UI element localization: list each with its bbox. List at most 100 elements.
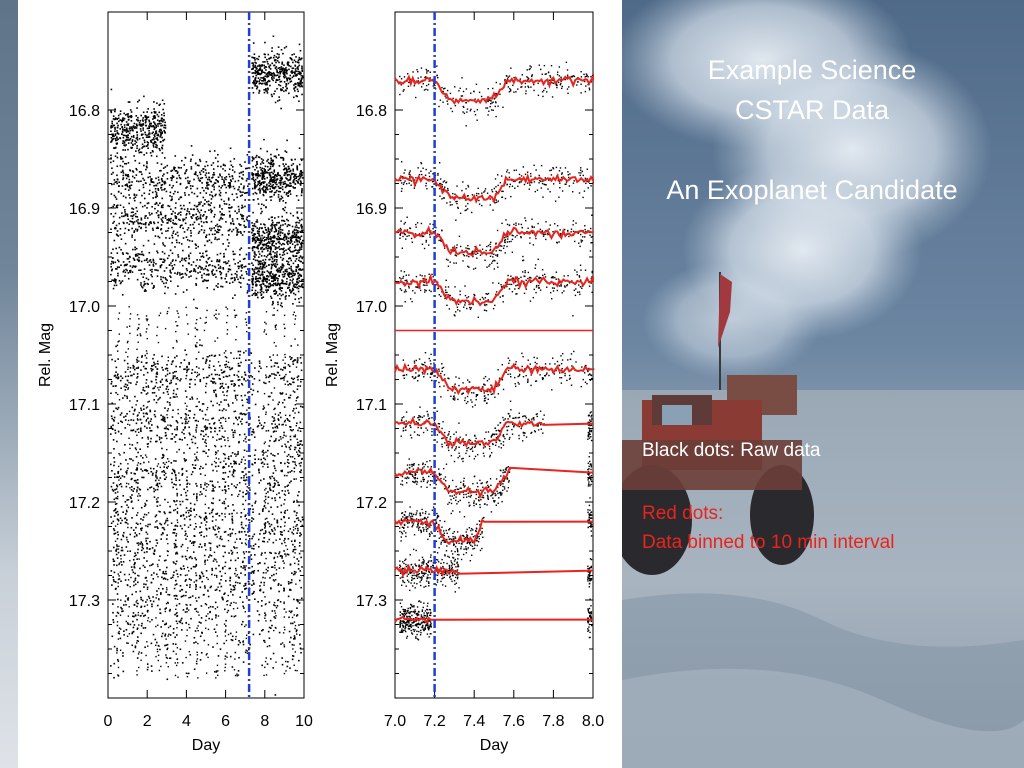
raw-point xyxy=(132,208,135,210)
raw-point xyxy=(271,260,273,263)
raw-point xyxy=(121,546,123,549)
raw-point xyxy=(141,205,144,208)
raw-point xyxy=(137,259,140,262)
raw-point xyxy=(222,598,224,601)
raw-point xyxy=(123,451,125,454)
raw-point xyxy=(241,542,243,544)
raw-point xyxy=(286,87,288,90)
raw-point xyxy=(262,248,265,251)
raw-point xyxy=(294,86,297,88)
raw-point xyxy=(260,163,262,165)
raw-point xyxy=(218,527,221,530)
raw-point xyxy=(274,155,277,158)
raw-point xyxy=(293,510,296,513)
raw-point xyxy=(181,159,183,162)
raw-point xyxy=(273,179,275,181)
raw-point xyxy=(227,405,230,407)
raw-point xyxy=(120,248,122,251)
raw-point xyxy=(129,126,131,128)
raw-point xyxy=(186,210,189,212)
raw-point xyxy=(281,156,284,159)
raw-point xyxy=(163,416,166,419)
raw-point xyxy=(135,115,138,117)
raw-point xyxy=(264,522,267,524)
raw-point xyxy=(175,383,177,385)
raw-point xyxy=(219,252,222,255)
raw-point xyxy=(266,76,268,78)
raw-point xyxy=(120,123,123,126)
raw-point xyxy=(135,526,137,529)
raw-point xyxy=(231,380,234,382)
raw-point xyxy=(155,132,158,135)
raw-point xyxy=(297,230,299,232)
raw-point xyxy=(269,525,271,528)
raw-point xyxy=(174,539,177,542)
raw-point xyxy=(268,182,270,184)
raw-point xyxy=(283,250,286,252)
raw-point xyxy=(179,274,181,276)
raw-point xyxy=(188,386,191,388)
raw-point xyxy=(277,190,280,193)
raw-point xyxy=(220,369,223,371)
raw-point xyxy=(119,462,122,465)
raw-point xyxy=(267,285,270,288)
raw-point xyxy=(123,124,126,126)
raw-point xyxy=(110,154,112,157)
raw-point xyxy=(281,392,284,394)
raw-point xyxy=(181,207,183,210)
raw-point xyxy=(280,393,282,395)
raw-point xyxy=(140,529,143,532)
raw-point xyxy=(194,270,197,273)
raw-point xyxy=(111,470,113,472)
raw-point xyxy=(215,269,218,272)
raw-point xyxy=(116,165,119,168)
raw-point xyxy=(189,224,192,226)
raw-point xyxy=(118,181,120,184)
raw-point xyxy=(210,427,213,430)
raw-point xyxy=(173,168,176,171)
raw-point xyxy=(138,180,140,183)
raw-point xyxy=(160,187,162,189)
raw-point xyxy=(283,236,285,239)
raw-point xyxy=(199,214,202,216)
raw-point xyxy=(132,507,134,510)
raw-point xyxy=(204,211,206,213)
raw-point xyxy=(117,406,120,409)
raw-point xyxy=(143,290,146,292)
raw-point xyxy=(218,204,221,207)
raw-point xyxy=(299,430,302,433)
raw-point xyxy=(280,511,283,514)
raw-point xyxy=(204,267,207,270)
raw-point xyxy=(300,461,302,464)
raw-point xyxy=(221,178,224,180)
raw-point xyxy=(131,175,134,178)
raw-point xyxy=(222,472,225,474)
raw-point xyxy=(169,220,172,223)
raw-point xyxy=(237,188,240,191)
raw-point xyxy=(275,78,278,81)
raw-point xyxy=(139,151,142,153)
raw-point xyxy=(229,179,232,181)
raw-point xyxy=(263,463,266,465)
raw-point xyxy=(204,441,206,443)
raw-point xyxy=(117,260,120,263)
raw-point xyxy=(142,476,145,479)
raw-point xyxy=(133,368,136,371)
raw-point xyxy=(286,183,288,186)
raw-point xyxy=(139,201,142,204)
raw-point xyxy=(206,268,209,271)
raw-point xyxy=(294,539,296,542)
raw-point xyxy=(276,520,279,522)
raw-point xyxy=(221,382,224,385)
raw-point xyxy=(282,423,284,426)
raw-point xyxy=(183,368,185,371)
raw-point xyxy=(195,366,198,368)
raw-point xyxy=(114,133,117,135)
raw-point xyxy=(287,261,290,263)
raw-point xyxy=(114,509,117,511)
raw-point xyxy=(128,202,130,205)
raw-point xyxy=(125,513,127,515)
raw-point xyxy=(260,172,262,175)
raw-point xyxy=(183,457,186,460)
raw-point xyxy=(111,428,114,430)
